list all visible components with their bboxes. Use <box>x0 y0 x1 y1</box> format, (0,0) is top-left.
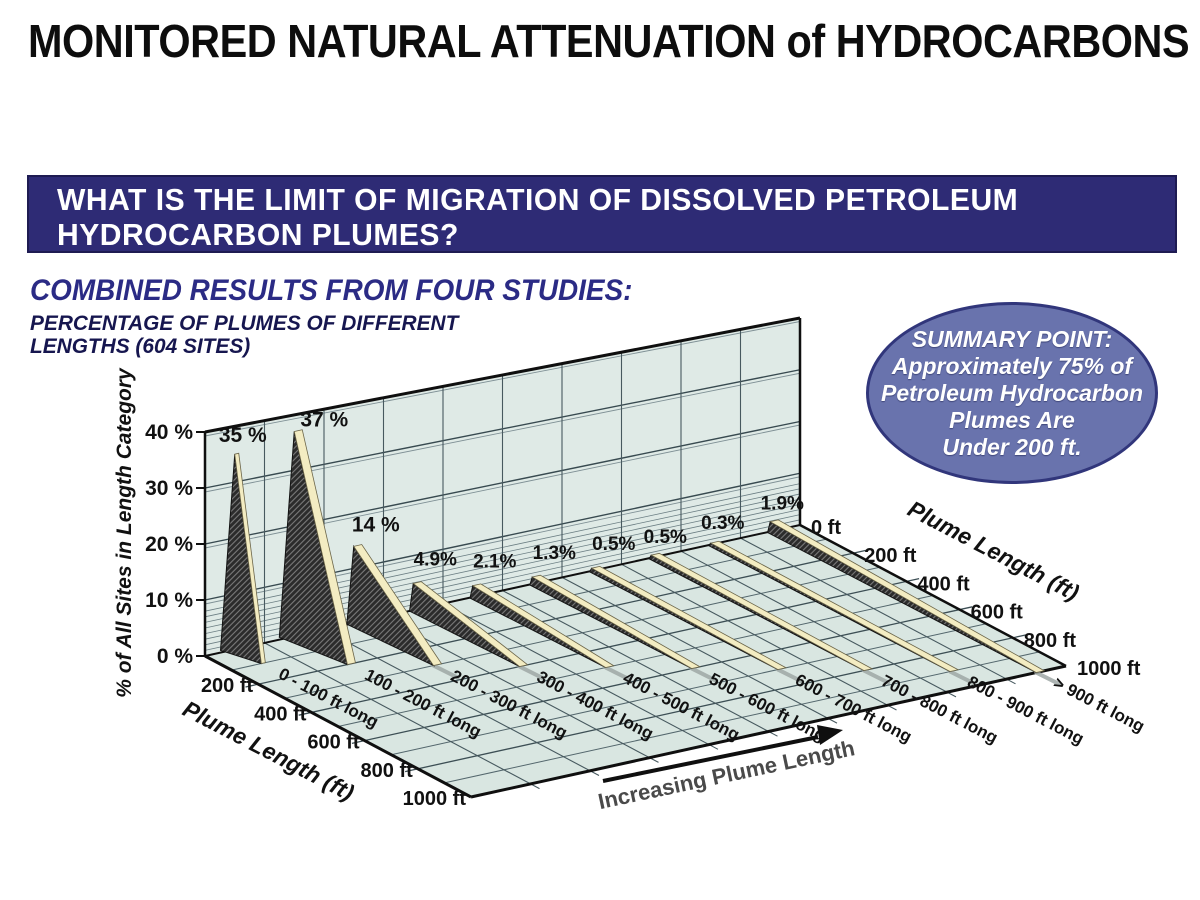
ribbon-bar <box>469 583 632 682</box>
ribbon-top-face <box>353 544 443 667</box>
summary-line: SUMMARY POINT: <box>911 325 1113 352</box>
floor-gridline-category <box>264 642 540 790</box>
summary-callout-oval: SUMMARY POINT: Approximately 75% of Petr… <box>866 302 1158 484</box>
summary-line: Plumes Are <box>949 406 1075 433</box>
section-heading: COMBINED RESULTS FROM FOUR STUDIES: <box>30 274 633 307</box>
depth-tick-label-right: 600 ft <box>971 602 1024 624</box>
y-axis-title: % of All Sites in Length Category <box>113 367 136 698</box>
chart-subtitle-line2: LENGTHS (604 SITES) <box>30 334 251 358</box>
floor-gridline-category <box>442 603 719 750</box>
depth-tick-label-left: 800 ft <box>361 760 414 782</box>
ribbon-bar <box>346 544 460 680</box>
chart-ribbons <box>219 429 1063 687</box>
floor-gridline-category <box>680 550 957 698</box>
floor-front-edge <box>470 664 1067 799</box>
ribbon-tip-shadow <box>948 669 977 686</box>
summary-line: Petroleum Hydrocarbon <box>881 379 1143 406</box>
summary-line: Approximately 75% of <box>891 352 1133 379</box>
ribbon-top-face <box>650 552 874 671</box>
ribbon-bar <box>648 552 891 685</box>
page-title: MONITORED NATURAL ATTENUATION of HYDROCA… <box>28 15 1190 67</box>
value-label: 1.9% <box>761 494 804 515</box>
floor-gridline-category <box>561 576 838 724</box>
y-axis-labels: 0 % 10 % 20 % 30 % 40 % <box>145 421 193 668</box>
depth-tick-label-left: 400 ft <box>254 703 307 725</box>
ribbon-top-face <box>471 583 615 668</box>
question-banner-line1: WHAT IS THE LIMIT OF MIGRATION OF DISSOL… <box>57 182 1019 217</box>
floor-gridline-category <box>323 629 600 776</box>
y-tick-label: 20 % <box>145 533 193 556</box>
ribbon-top-face <box>412 581 529 667</box>
chart-frame <box>196 316 1067 799</box>
ribbon-tip-shadow <box>603 665 632 682</box>
depth-tick-label-right: 800 ft <box>1024 630 1077 652</box>
ribbon-bar <box>707 540 977 686</box>
value-labels: 35 % 37 % 14 % 4.9% 2.1% 1.3% 0.5% 0.5% 0.3% 1.9% <box>219 409 804 573</box>
ribbon-tip-shadow <box>689 666 718 683</box>
depth-tick-label-left: 600 ft <box>307 732 360 754</box>
arrow-head <box>817 725 843 745</box>
value-label: 1.3% <box>533 543 576 564</box>
y-tick-label: 0 % <box>157 645 194 668</box>
ribbon-top-face <box>769 519 1046 673</box>
value-label: 2.1% <box>473 552 516 573</box>
y-tick-label: 40 % <box>145 421 193 444</box>
depth-tick-label-left: 1000 ft <box>403 788 467 810</box>
value-label: 14 % <box>352 513 400 536</box>
ribbon-bar <box>278 429 356 666</box>
y-tick-label: 30 % <box>145 477 193 500</box>
ribbon-bar <box>588 565 804 684</box>
floor-gridline-category <box>740 537 1016 685</box>
ribbon-tip-shadow <box>431 663 460 680</box>
value-label: 4.9% <box>414 549 457 570</box>
summary-line: Under 200 ft. <box>942 433 1082 460</box>
ribbon-top-face <box>293 429 356 666</box>
chart-subtitle: PERCENTAGE OF PLUMES OF DIFFERENT LENGTH… <box>30 312 472 358</box>
question-banner-line2: HYDROCARBON PLUMES? <box>57 217 459 252</box>
ribbon-tip-shadow <box>775 667 804 684</box>
depth-tick-label-left: 200 ft <box>201 675 254 697</box>
floor-left-edge <box>204 654 472 799</box>
ribbon-bar <box>767 519 1063 687</box>
value-label: 0.5% <box>644 527 687 548</box>
ribbon-top-face <box>234 452 266 665</box>
value-label: 0.5% <box>592 534 635 555</box>
ribbon-bar <box>408 581 546 681</box>
ribbon-tip-shadow <box>1034 670 1063 687</box>
ribbon-bar <box>529 574 718 683</box>
ribbon-bar <box>219 452 266 665</box>
value-label: 35 % <box>219 424 267 447</box>
value-label: 0.3% <box>701 513 744 534</box>
floor-gridline-category <box>621 563 897 711</box>
ribbon-tip-shadow <box>862 668 891 685</box>
value-label: 37 % <box>300 409 348 432</box>
floor-gridline-category <box>383 616 659 763</box>
depth-tick-label-right: 200 ft <box>864 545 917 567</box>
question-banner: WHAT IS THE LIMIT OF MIGRATION OF DISSOL… <box>27 175 1177 253</box>
wall-top-edge <box>204 316 801 434</box>
arrow-shaft <box>602 735 819 783</box>
floor-right-edge <box>799 523 1067 668</box>
ribbon-top-face <box>709 540 960 672</box>
depth-tick-label-right: 1000 ft <box>1077 658 1141 680</box>
ribbon-top-face <box>531 574 701 669</box>
y-tick-label: 10 % <box>145 589 193 612</box>
depth-tick-label-right: 400 ft <box>917 573 970 595</box>
floor-gridline-category <box>502 590 778 737</box>
ribbon-top-face <box>590 565 788 670</box>
depth-tick-label-right: 0 ft <box>811 517 841 539</box>
chart-subtitle-line1: PERCENTAGE OF PLUMES OF DIFFERENT <box>30 311 459 335</box>
ribbon-tip-shadow <box>517 664 546 681</box>
